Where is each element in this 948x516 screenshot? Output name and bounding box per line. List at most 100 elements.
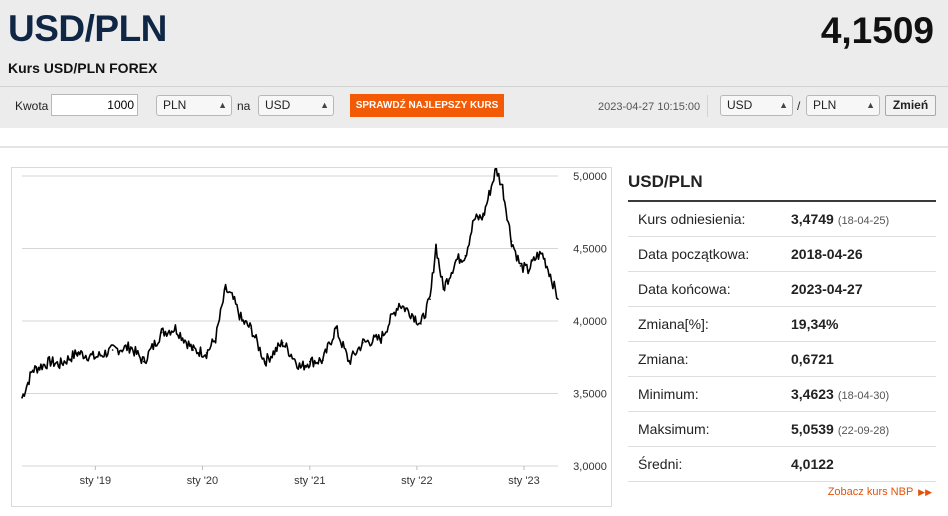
select-arrows-icon: ▲︎ — [779, 100, 788, 110]
pair-separator: / — [797, 99, 801, 113]
stats-date: (18-04-30) — [837, 390, 890, 402]
x-tick-label: sty '21 — [294, 475, 325, 487]
data-point — [142, 360, 145, 363]
check-best-rate-button[interactable]: SPRAWDŹ NAJLEPSZY KURS — [350, 94, 504, 117]
data-point — [398, 302, 400, 305]
stats-row-start-date: Data początkowa: 2018-04-26 — [628, 237, 936, 272]
data-point — [58, 363, 61, 366]
data-point — [549, 273, 552, 276]
stats-row-change-percent: Zmiana[%]: 19,34% — [628, 307, 936, 342]
stats-label: Data początkowa: — [638, 246, 750, 262]
y-tick-label: 4,5000 — [573, 244, 607, 256]
data-point — [348, 360, 350, 363]
data-point — [94, 356, 97, 359]
data-point — [362, 341, 364, 344]
amount-input[interactable] — [51, 94, 138, 116]
stats-value: 2023-04-27 — [791, 281, 863, 297]
data-point — [435, 244, 437, 247]
data-point — [282, 341, 284, 344]
stats-date: (18-04-25) — [837, 215, 890, 227]
data-point — [527, 269, 529, 272]
data-point — [160, 331, 163, 334]
data-point — [224, 288, 227, 290]
data-point — [541, 253, 544, 256]
data-point — [464, 254, 467, 257]
data-point — [264, 360, 266, 363]
base-currency-select[interactable]: USD ▲︎ — [720, 95, 793, 116]
data-point — [129, 346, 132, 348]
data-point — [420, 323, 422, 325]
header: USD/PLN 4,1509 Kurs USD/PLN FOREX Kwota … — [0, 0, 948, 128]
data-point — [250, 327, 252, 330]
stats-row-minimum: Minimum: 3,4623 (18-04-30) — [628, 377, 936, 412]
stats-value: 3,4749 (18-04-25) — [791, 211, 889, 227]
base-currency-value: USD — [727, 98, 753, 112]
stats-label: Maksimum: — [638, 421, 710, 437]
page-title: USD/PLN — [8, 8, 167, 49]
stats-value: 4,0122 — [791, 456, 834, 472]
to-currency-value: USD — [265, 98, 291, 112]
stats-value: 2018-04-26 — [791, 246, 863, 262]
stats-label: Data końcowa: — [638, 281, 731, 297]
x-tick-label: sty '20 — [187, 475, 218, 487]
amount-label: Kwota — [15, 99, 49, 113]
quote-currency-select[interactable]: PLN ▲︎ — [806, 95, 880, 116]
data-point — [214, 337, 217, 340]
data-point — [473, 218, 475, 221]
data-point — [380, 337, 382, 340]
stats-row-end-date: Data końcowa: 2023-04-27 — [628, 272, 936, 307]
divider — [0, 146, 948, 148]
quote-currency-value: PLN — [813, 98, 837, 112]
rate-chart: 3,0000 3,5000 4,0000 4,5000 5,0000 sty '19 sty… — [11, 165, 612, 507]
y-tick-label: 5,0000 — [573, 171, 607, 183]
data-point — [510, 240, 513, 243]
data-point — [241, 320, 243, 322]
data-point — [536, 254, 538, 257]
data-point — [411, 312, 413, 315]
stats-label: Średni: — [638, 456, 683, 472]
data-point — [192, 349, 195, 351]
select-arrows-icon: ▲︎ — [320, 100, 329, 110]
stats-label: Minimum: — [638, 386, 699, 402]
stats-label: Zmiana[%]: — [638, 316, 709, 332]
divider — [628, 200, 936, 202]
select-arrows-icon: ▲︎ — [866, 100, 875, 110]
from-currency-value: PLN — [163, 98, 187, 112]
stats-value: 5,0539 (22-09-28) — [791, 421, 889, 437]
to-currency-select[interactable]: USD ▲︎ — [258, 95, 334, 116]
select-arrows-icon: ▲︎ — [218, 100, 227, 110]
timestamp: 2023-04-27 10:15:00 — [598, 101, 701, 113]
double-chevron-right-icon: ▶▶ — [918, 487, 932, 497]
y-tick-label: 4,0000 — [573, 316, 607, 328]
current-rate: 4,1509 — [820, 10, 934, 51]
x-tick-label: sty '23 — [508, 475, 539, 487]
data-point — [501, 186, 504, 189]
data-point — [322, 359, 324, 361]
data-point — [232, 298, 235, 301]
stats-value: 0,6721 — [791, 351, 834, 367]
data-point — [455, 259, 457, 261]
page-subtitle: Kurs USD/PLN FOREX — [8, 60, 158, 76]
y-tick-label: 3,0000 — [573, 461, 607, 473]
data-point — [557, 298, 559, 301]
stats-row-change: Zmiana: 0,6721 — [628, 342, 936, 377]
data-point — [76, 352, 79, 354]
data-point — [429, 298, 431, 301]
from-currency-select[interactable]: PLN ▲︎ — [156, 95, 232, 116]
x-tick-label: sty '22 — [401, 475, 432, 487]
nbp-rate-link[interactable]: Zobacz kurs NBP ▶▶ — [828, 486, 932, 498]
data-point — [519, 265, 522, 267]
to-label: na — [237, 99, 251, 113]
y-tick-label: 3,5000 — [573, 389, 607, 401]
data-point — [205, 352, 208, 354]
stats-date: (22-09-28) — [837, 425, 890, 437]
stats-value-text: 3,4623 — [791, 386, 834, 402]
stats-table: Kurs odniesienia: 3,4749 (18-04-25) Data … — [628, 202, 936, 482]
change-pair-button[interactable]: Zmień — [885, 95, 936, 116]
data-point — [49, 360, 52, 363]
data-point — [495, 167, 497, 170]
data-point — [482, 215, 484, 218]
x-tick-label: sty '19 — [80, 475, 111, 487]
stats-title: USD/PLN — [628, 172, 703, 191]
